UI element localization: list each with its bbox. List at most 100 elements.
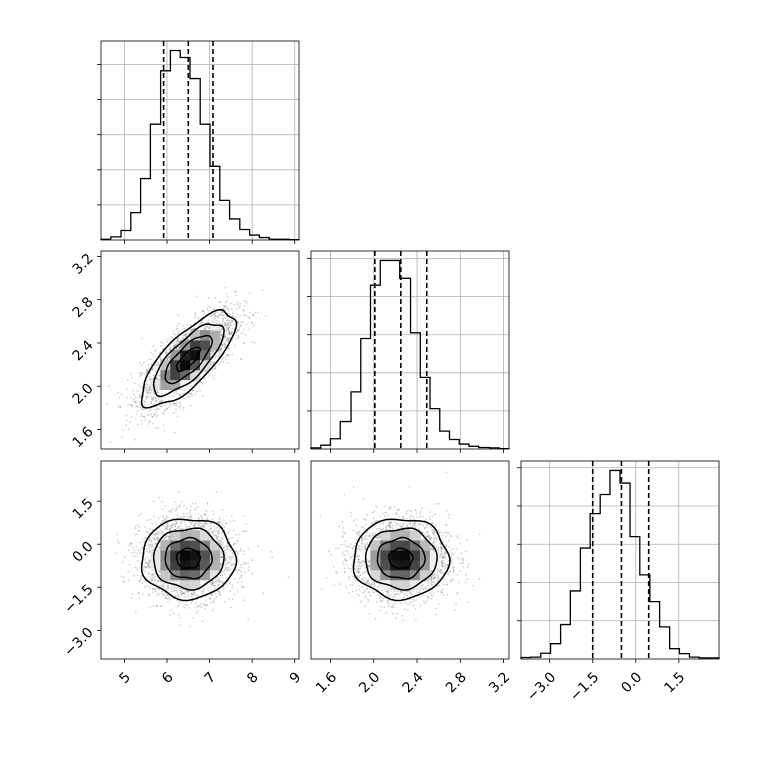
scatter-point [228, 537, 230, 540]
scatter-point [178, 600, 181, 603]
scatter-point [270, 550, 273, 553]
histogram-step-line [100, 49, 300, 241]
scatter-point [152, 500, 155, 503]
scatter-point [148, 562, 150, 565]
scatter-point [188, 525, 191, 528]
scatter-point [173, 402, 175, 405]
scatter-point [137, 592, 140, 594]
scatter-point [140, 372, 143, 375]
scatter-point [257, 545, 259, 548]
scatter-point [210, 350, 212, 352]
scatter-point [221, 537, 224, 540]
scatter-point [195, 612, 198, 614]
scatter-point [231, 319, 234, 322]
scatter-point [214, 585, 217, 588]
scatter-point [157, 398, 160, 400]
scatter-point [252, 313, 255, 315]
scatter-point [149, 393, 152, 395]
scatter-point [215, 580, 218, 583]
scatter-point [138, 514, 140, 517]
scatter-point [205, 510, 208, 513]
scatter-point [168, 355, 170, 358]
scatter-point [197, 523, 200, 525]
scatter-point [177, 614, 180, 616]
scatter-point [162, 584, 165, 586]
scatter-point [227, 337, 230, 339]
scatter-point [218, 355, 220, 358]
scatter-point [133, 382, 136, 385]
scatter-point [251, 559, 254, 561]
scatter-point [224, 335, 227, 337]
scatter-point [227, 569, 230, 571]
scatter-point [206, 325, 209, 327]
scatter-point [186, 604, 189, 606]
scatter-point [176, 389, 178, 392]
scatter-point [230, 515, 233, 518]
scatter-point [206, 517, 208, 519]
scatter-point [226, 307, 229, 310]
scatter-point [151, 522, 154, 525]
scatter-point [182, 593, 185, 595]
scatter-point [166, 525, 169, 527]
scatter-point [170, 609, 173, 611]
scatter-point [230, 321, 233, 324]
scatter-point [219, 581, 222, 584]
scatter-point [236, 303, 239, 306]
scatter-point [188, 392, 190, 395]
scatter-point [164, 349, 167, 352]
scatter-point [116, 391, 119, 394]
scatter-point [191, 389, 194, 392]
scatter-point [228, 332, 231, 335]
scatter-point [240, 332, 243, 335]
scatter-point [138, 597, 141, 600]
scatter-point [154, 397, 157, 400]
scatter-point [161, 582, 164, 584]
scatter-point [149, 420, 151, 423]
scatter-point [136, 560, 139, 562]
scatter-point [190, 522, 193, 525]
scatter-point [142, 415, 145, 418]
histogram-panel-0 [97, 40, 300, 241]
scatter-point [182, 591, 185, 594]
scatter-point [176, 337, 179, 340]
scatter-point [195, 295, 198, 298]
scatter-point [221, 580, 224, 583]
scatter-point [185, 333, 188, 336]
scatter-point [150, 358, 152, 361]
scatter-point [238, 533, 241, 536]
scatter-point [152, 536, 155, 539]
scatter-point [157, 533, 160, 536]
scatter-point [146, 566, 149, 569]
scatter-point [188, 525, 191, 528]
scatter-point [148, 357, 151, 360]
scatter-point [228, 330, 230, 333]
scatter-point [225, 327, 228, 329]
scatter-point [134, 400, 137, 403]
scatter-point [226, 542, 228, 544]
scatter-point [214, 315, 217, 318]
scatter-point [154, 370, 157, 372]
scatter-point [227, 328, 230, 331]
scatter-point [222, 541, 225, 544]
scatter-point [211, 594, 213, 597]
scatter-point [231, 536, 234, 539]
scatter-point [163, 593, 165, 596]
scatter-point [194, 507, 197, 510]
scatter-point [224, 324, 227, 327]
scatter-point [217, 590, 220, 593]
scatter-point [237, 560, 239, 563]
scatter-point [178, 528, 181, 531]
scatter-point [194, 379, 197, 382]
scatter-point [173, 403, 176, 406]
scatter-point [156, 594, 159, 597]
scatter-point [245, 522, 248, 525]
scatter-point [202, 371, 205, 373]
scatter-point [133, 393, 136, 396]
scatter-point [152, 345, 155, 348]
scatter-point [210, 362, 212, 365]
scatter-point [158, 496, 161, 499]
scatter-point [223, 337, 226, 339]
scatter-point [138, 526, 141, 528]
scatter-point [235, 294, 238, 297]
scatter-point [213, 314, 216, 316]
